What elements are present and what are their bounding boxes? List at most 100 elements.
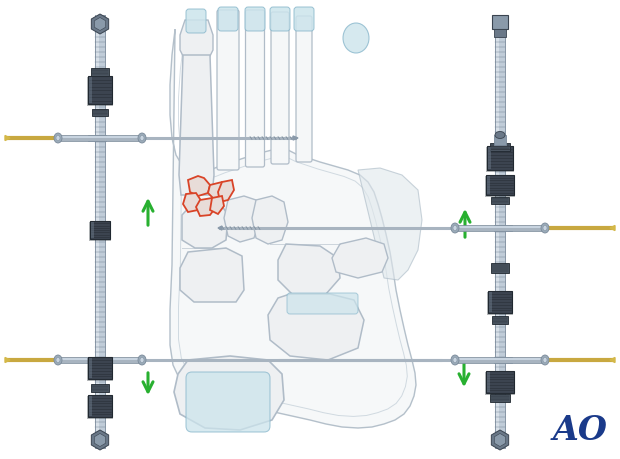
Ellipse shape: [54, 133, 62, 143]
Ellipse shape: [451, 355, 459, 365]
Bar: [456, 225, 544, 228]
Bar: [87, 358, 113, 381]
Bar: [488, 147, 491, 169]
FancyBboxPatch shape: [186, 372, 270, 432]
Bar: [88, 76, 112, 104]
Bar: [494, 29, 506, 37]
Polygon shape: [610, 358, 615, 363]
Bar: [489, 292, 492, 312]
Ellipse shape: [140, 135, 144, 140]
Ellipse shape: [343, 23, 369, 53]
Bar: [455, 357, 545, 363]
Polygon shape: [179, 55, 214, 195]
FancyBboxPatch shape: [294, 7, 314, 31]
Polygon shape: [224, 196, 260, 242]
Bar: [88, 395, 112, 417]
Polygon shape: [91, 14, 108, 34]
Polygon shape: [188, 176, 210, 196]
Ellipse shape: [495, 131, 505, 139]
Polygon shape: [174, 356, 284, 430]
Bar: [495, 15, 505, 448]
Ellipse shape: [56, 358, 60, 363]
Bar: [494, 135, 506, 145]
Bar: [487, 146, 513, 170]
Ellipse shape: [138, 133, 146, 143]
Polygon shape: [252, 196, 288, 244]
Ellipse shape: [543, 358, 547, 363]
FancyBboxPatch shape: [271, 12, 289, 164]
FancyBboxPatch shape: [186, 9, 206, 33]
Bar: [486, 147, 514, 172]
Bar: [485, 372, 515, 395]
Ellipse shape: [54, 355, 62, 365]
Bar: [88, 357, 106, 363]
Polygon shape: [182, 200, 228, 248]
Polygon shape: [218, 226, 222, 230]
Ellipse shape: [543, 225, 547, 230]
Bar: [455, 225, 545, 231]
Polygon shape: [180, 20, 213, 60]
Polygon shape: [268, 294, 364, 360]
Bar: [58, 135, 142, 141]
FancyBboxPatch shape: [296, 16, 312, 162]
Bar: [87, 77, 113, 106]
Ellipse shape: [138, 355, 146, 365]
Bar: [92, 108, 108, 116]
FancyBboxPatch shape: [287, 293, 358, 314]
Polygon shape: [5, 135, 10, 140]
Bar: [491, 263, 509, 273]
Ellipse shape: [140, 358, 144, 363]
Ellipse shape: [56, 135, 60, 140]
Polygon shape: [278, 244, 340, 294]
Polygon shape: [332, 238, 388, 278]
Ellipse shape: [451, 223, 459, 233]
Bar: [492, 316, 508, 324]
FancyBboxPatch shape: [246, 10, 265, 167]
Polygon shape: [293, 136, 298, 140]
Polygon shape: [358, 168, 422, 280]
Bar: [488, 291, 512, 313]
Bar: [487, 176, 490, 194]
Bar: [89, 77, 92, 103]
Polygon shape: [210, 196, 224, 214]
Bar: [58, 357, 142, 363]
FancyBboxPatch shape: [270, 7, 290, 31]
Bar: [89, 396, 92, 416]
Bar: [487, 372, 490, 392]
Polygon shape: [180, 248, 244, 302]
Bar: [494, 225, 512, 231]
Polygon shape: [491, 430, 508, 450]
Ellipse shape: [453, 225, 457, 230]
Polygon shape: [196, 198, 216, 216]
Bar: [59, 358, 141, 359]
Bar: [456, 358, 544, 359]
FancyBboxPatch shape: [245, 7, 265, 31]
Ellipse shape: [541, 355, 549, 365]
Polygon shape: [494, 433, 506, 447]
Bar: [491, 196, 509, 203]
Bar: [96, 15, 99, 448]
Polygon shape: [208, 182, 226, 200]
Polygon shape: [610, 225, 615, 230]
Ellipse shape: [541, 223, 549, 233]
Bar: [89, 358, 92, 378]
Polygon shape: [170, 30, 416, 428]
Bar: [496, 15, 499, 448]
Bar: [87, 396, 113, 419]
Polygon shape: [218, 180, 234, 202]
Ellipse shape: [453, 358, 457, 363]
Bar: [91, 68, 109, 76]
Bar: [88, 135, 106, 141]
Bar: [490, 394, 510, 402]
Bar: [485, 176, 515, 197]
Bar: [91, 222, 94, 238]
Text: AO: AO: [552, 414, 608, 447]
FancyBboxPatch shape: [217, 10, 239, 170]
Bar: [59, 135, 141, 138]
Bar: [95, 15, 105, 448]
Polygon shape: [94, 433, 105, 447]
FancyBboxPatch shape: [218, 7, 238, 31]
Bar: [487, 292, 513, 315]
Polygon shape: [183, 193, 202, 212]
Bar: [90, 221, 110, 239]
